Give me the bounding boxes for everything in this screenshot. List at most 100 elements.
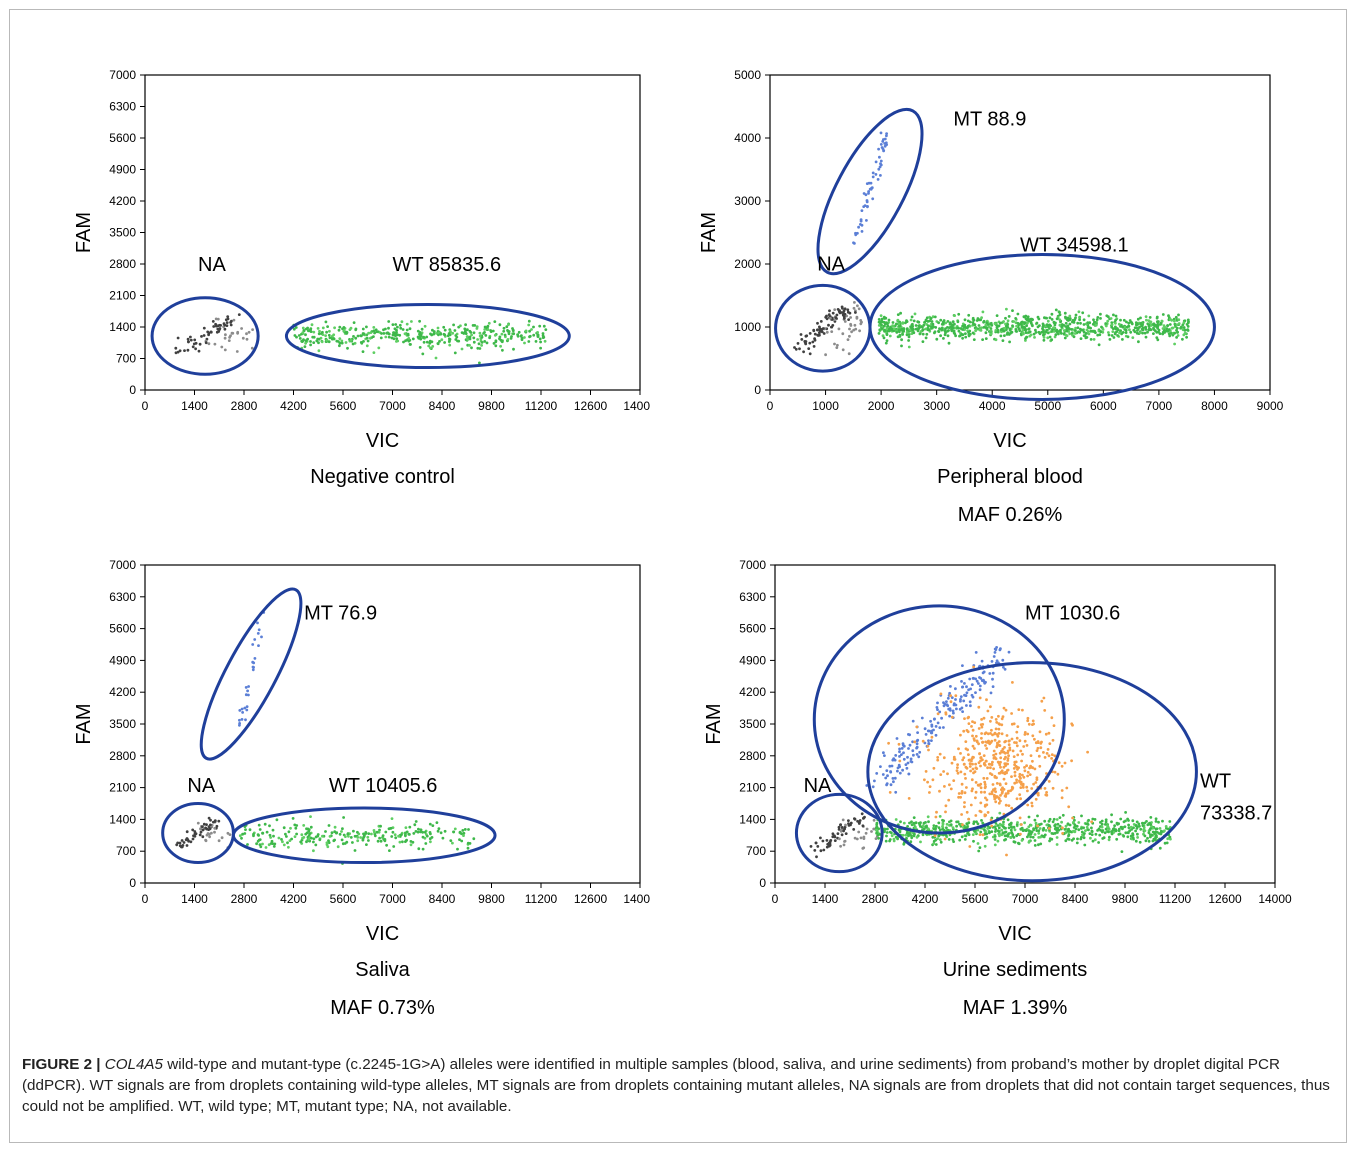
data-point — [889, 770, 893, 774]
data-point — [1047, 819, 1051, 823]
data-point — [1110, 832, 1114, 836]
data-point — [895, 737, 899, 740]
data-point — [1024, 829, 1028, 832]
data-point — [985, 698, 988, 702]
data-point — [881, 773, 885, 776]
x-tick-label: 9800 — [478, 399, 505, 413]
data-point — [1004, 322, 1007, 326]
data-point — [509, 337, 513, 340]
data-point — [256, 839, 260, 843]
data-point — [228, 833, 232, 836]
y-tick-label: 4900 — [739, 653, 766, 667]
data-point — [1134, 829, 1137, 833]
data-point — [796, 342, 800, 345]
data-point — [209, 818, 212, 822]
data-point — [180, 839, 184, 842]
data-point — [907, 772, 911, 776]
data-point — [1058, 824, 1062, 828]
data-point — [1063, 311, 1067, 315]
data-point — [1032, 782, 1035, 786]
data-point — [973, 770, 977, 774]
data-point — [1020, 823, 1023, 826]
data-point — [1132, 328, 1136, 332]
data-point — [1154, 817, 1158, 821]
data-point — [915, 725, 919, 729]
data-point — [1047, 780, 1051, 783]
data-point — [932, 839, 936, 843]
data-point — [954, 698, 957, 701]
data-point — [318, 329, 321, 333]
x-tick-label: 0 — [142, 399, 149, 413]
data-point — [269, 842, 273, 845]
data-point — [448, 329, 452, 333]
data-point — [833, 834, 836, 838]
data-point — [935, 706, 939, 709]
data-point — [1119, 817, 1123, 821]
data-point — [464, 323, 467, 327]
data-point — [256, 833, 260, 837]
data-point — [921, 328, 925, 332]
data-point — [934, 843, 938, 846]
data-point — [835, 346, 839, 349]
data-point — [858, 819, 862, 822]
data-point — [1168, 323, 1172, 326]
data-point — [977, 742, 980, 746]
data-point — [812, 328, 816, 332]
data-point — [387, 335, 391, 339]
data-point — [1136, 323, 1139, 326]
data-point — [963, 838, 967, 841]
data-point — [436, 342, 440, 345]
data-point — [211, 320, 215, 323]
data-point — [900, 753, 903, 756]
data-point — [997, 830, 1001, 833]
data-point — [1083, 843, 1087, 847]
data-point — [1008, 746, 1012, 750]
data-point — [901, 768, 904, 772]
panel-urine-sediments: 0 1400 2800 4200 5600 7000 8400 9800 11200 12600 1… — [700, 530, 1310, 1030]
data-point — [889, 783, 893, 787]
data-point — [874, 173, 878, 176]
data-point — [1057, 828, 1061, 832]
data-point — [301, 326, 305, 330]
data-point — [271, 828, 275, 832]
data-point — [244, 828, 247, 831]
data-point — [928, 785, 932, 788]
data-point — [1114, 829, 1118, 833]
data-point — [341, 327, 344, 331]
data-point — [891, 777, 895, 780]
data-point — [405, 838, 408, 842]
data-point — [399, 326, 403, 330]
data-point — [349, 836, 353, 839]
data-point — [898, 759, 902, 763]
data-point — [312, 837, 316, 841]
data-point — [1040, 740, 1043, 744]
data-point — [1134, 839, 1138, 843]
data-point — [961, 758, 965, 762]
y-tick-label: 2100 — [109, 289, 136, 303]
data-point — [975, 820, 978, 824]
data-point — [948, 714, 951, 718]
data-point — [528, 329, 531, 333]
data-point — [964, 834, 968, 838]
data-point — [814, 841, 818, 845]
data-point — [460, 331, 464, 334]
data-point — [345, 840, 349, 844]
data-point — [947, 798, 951, 802]
data-point — [965, 704, 968, 707]
data-point — [996, 328, 1000, 332]
data-point — [312, 330, 316, 334]
data-point — [995, 776, 998, 780]
x-axis-label: VIC — [366, 430, 399, 452]
data-point — [302, 329, 306, 332]
data-point — [982, 716, 986, 720]
data-point — [368, 336, 372, 340]
data-point — [898, 755, 901, 758]
data-point — [950, 696, 954, 699]
data-point — [1029, 823, 1033, 827]
data-point — [998, 782, 1002, 786]
data-point — [1002, 706, 1006, 710]
data-point — [447, 332, 451, 335]
data-point — [975, 767, 979, 770]
data-point — [926, 827, 930, 831]
data-point — [961, 328, 964, 331]
